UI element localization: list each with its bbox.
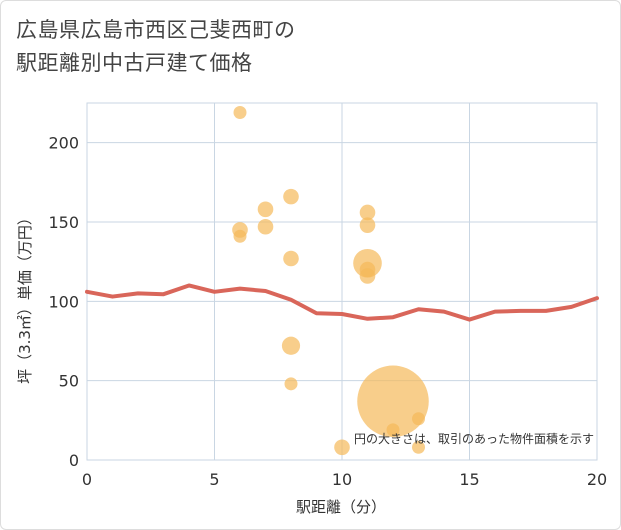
- y-tick-label: 0: [69, 451, 79, 470]
- x-tick-label: 20: [587, 470, 607, 489]
- grid-lines: [86, 102, 598, 461]
- trend-layer: [85, 283, 599, 322]
- data-point: [284, 377, 298, 391]
- chart-title: 広島県広島市西区己斐西町の 駅距離別中古戸建て価格: [16, 14, 296, 80]
- data-point: [386, 423, 400, 437]
- y-tick-label: 100: [48, 292, 79, 311]
- y-axis-label: 坪（3.3㎡）単価（万円）: [16, 210, 34, 384]
- size-note: 円の大きさは、取引のあった物件面積を示す: [354, 431, 594, 446]
- data-point: [232, 222, 248, 238]
- data-point: [357, 365, 429, 438]
- trend-line: [85, 283, 599, 322]
- data-points: [232, 106, 429, 456]
- x-tick-label: 0: [82, 470, 92, 489]
- y-tick-label: 200: [48, 134, 79, 153]
- data-point: [283, 188, 299, 205]
- chart-title-line-2: 駅距離別中古戸建て価格: [16, 51, 253, 75]
- data-point: [412, 440, 425, 454]
- data-point: [233, 106, 247, 120]
- data-point: [283, 250, 299, 267]
- data-point: [359, 268, 376, 284]
- data-point: [359, 204, 376, 221]
- x-tick-label: 5: [209, 470, 219, 489]
- y-tick-label: 150: [48, 213, 79, 232]
- data-point: [359, 217, 376, 233]
- data-point: [281, 336, 301, 355]
- data-point: [334, 439, 350, 456]
- data-point: [257, 218, 274, 235]
- x-axis-label: 駅距離（分）: [296, 498, 386, 516]
- x-tick-label: 10: [332, 470, 352, 489]
- x-tick-label: 15: [459, 470, 479, 489]
- data-point: [412, 412, 425, 426]
- y-tick-label: 50: [59, 372, 79, 391]
- data-point: [257, 201, 274, 218]
- chart-title-line-1: 広島県広島市西区己斐西町の: [16, 18, 296, 42]
